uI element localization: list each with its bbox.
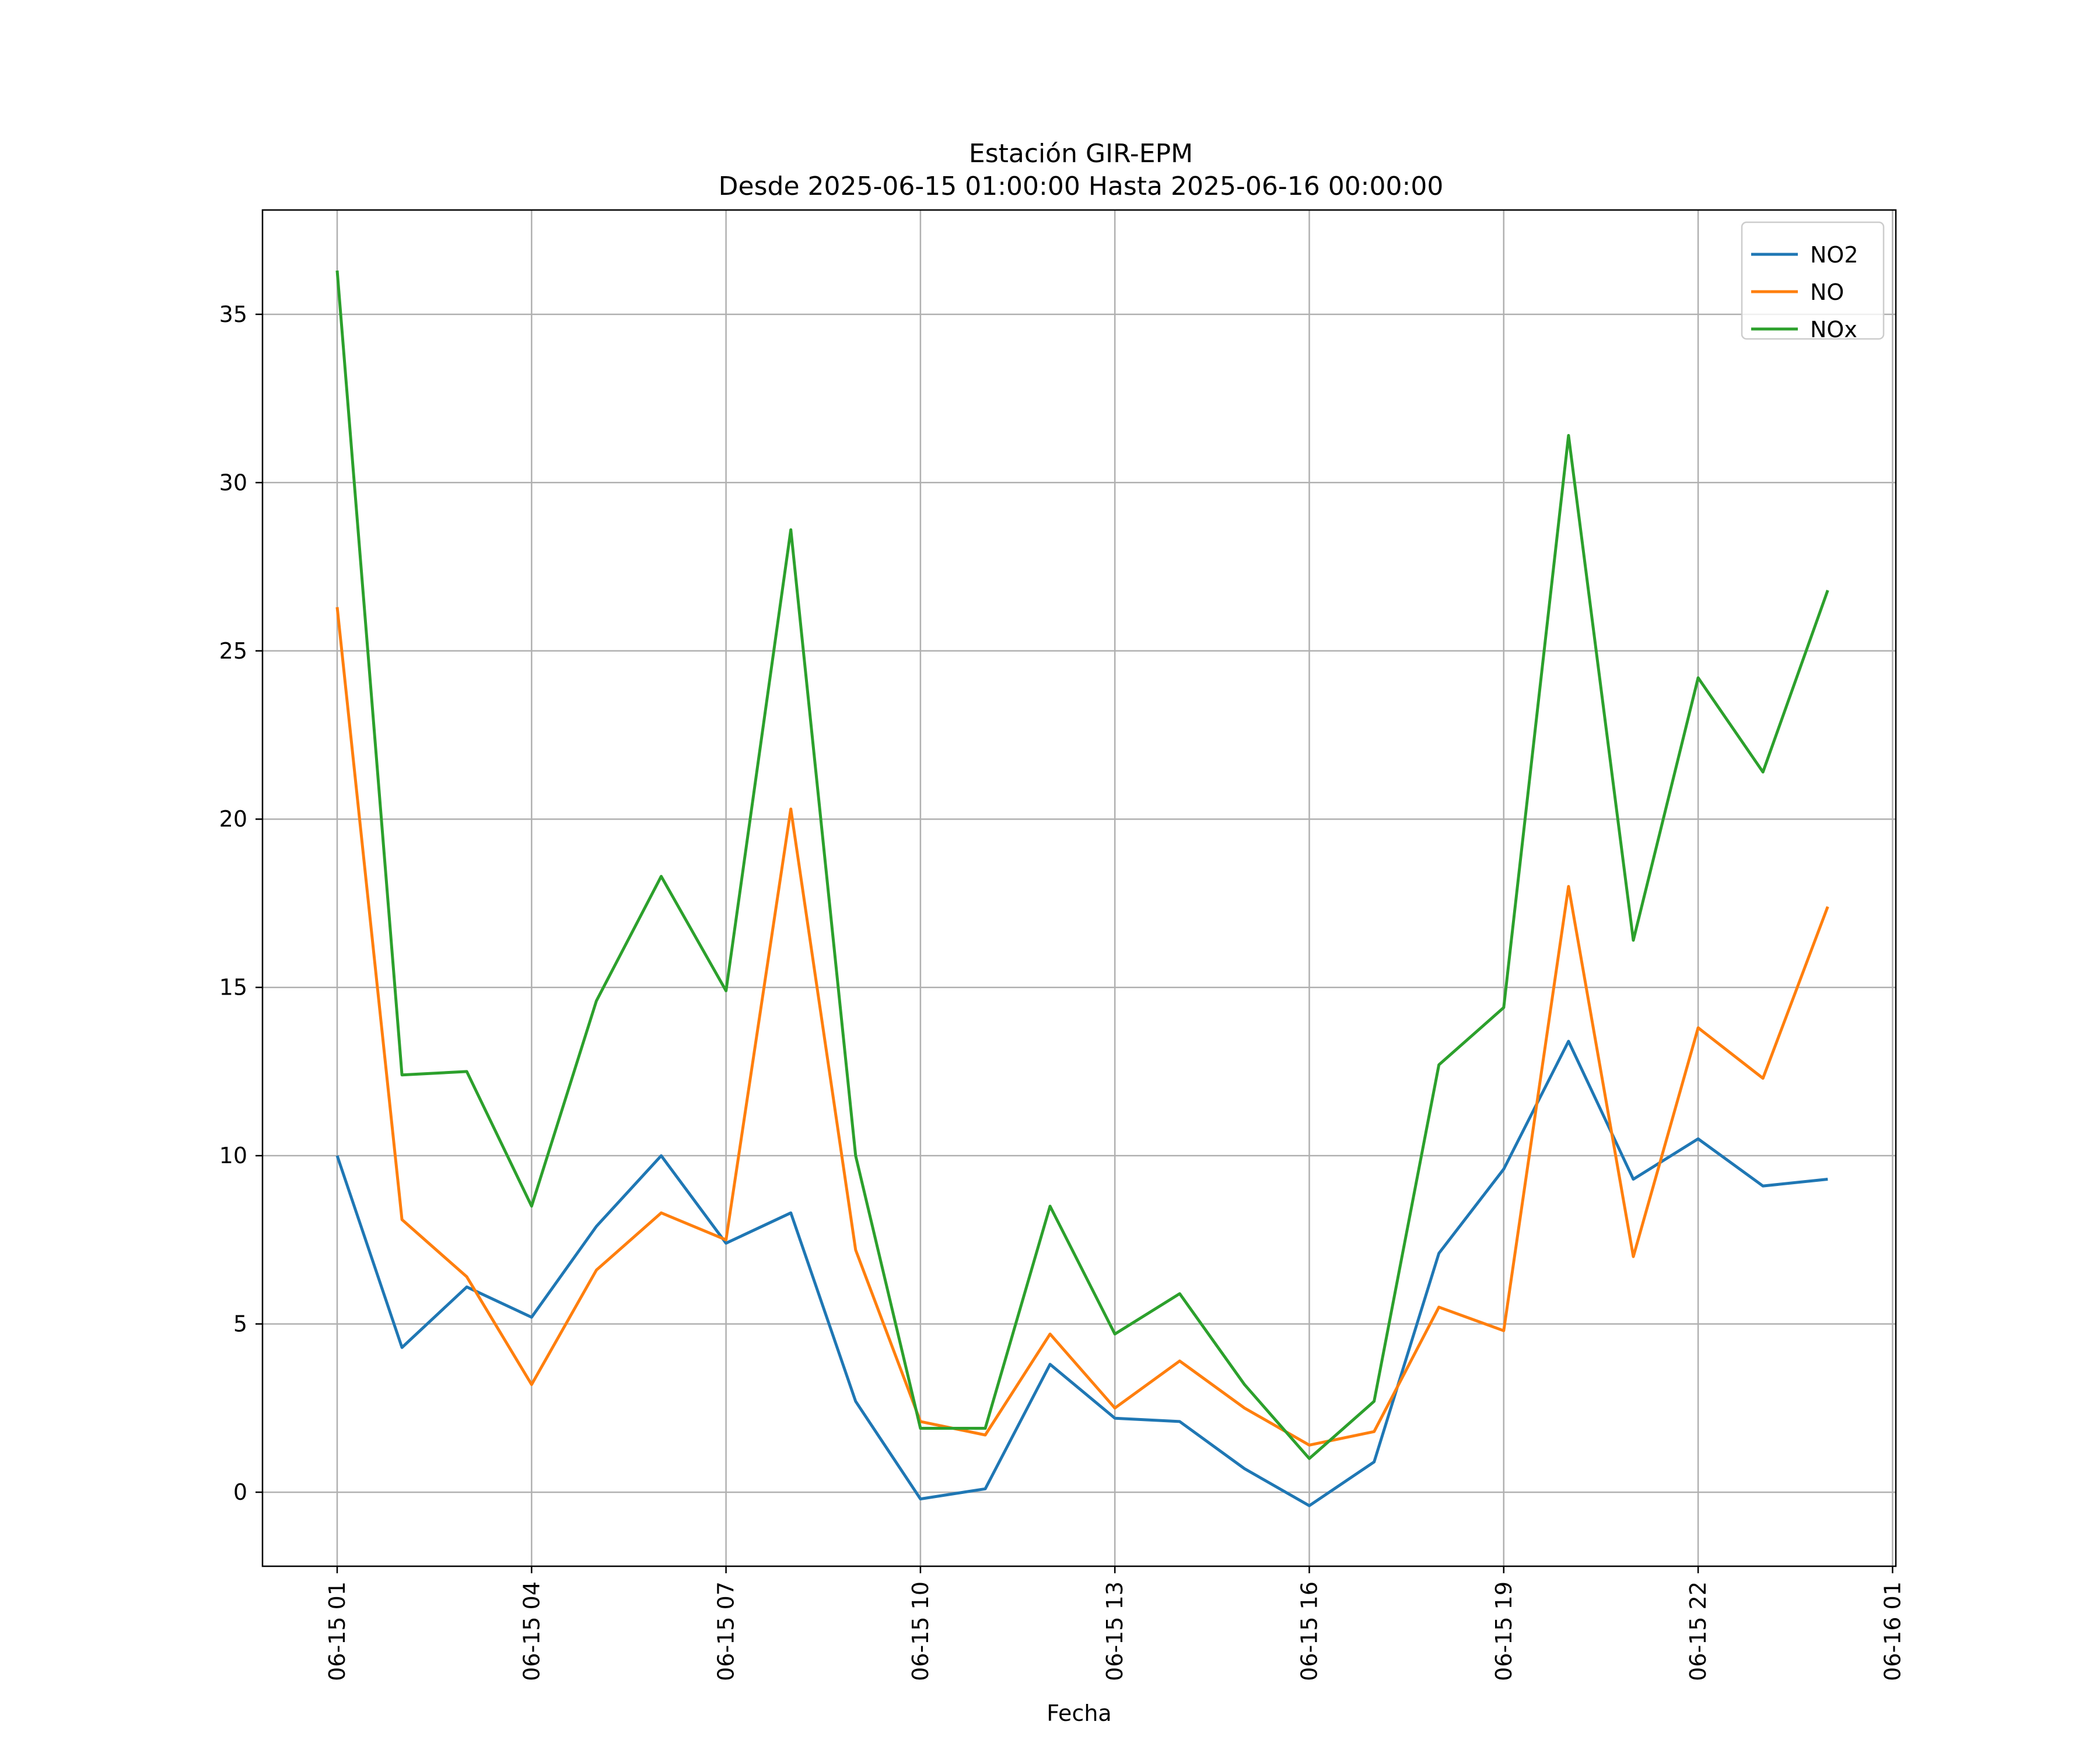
legend-label-no2: NO2	[1810, 242, 1859, 268]
x-tick-label: 06-15 22	[1685, 1581, 1711, 1681]
y-tick-label: 30	[219, 470, 247, 495]
legend-box	[1741, 221, 1885, 340]
x-tick-label: 06-15 16	[1297, 1581, 1322, 1681]
x-tick-label: 06-15 19	[1491, 1581, 1517, 1681]
chart-title-line2: Desde 2025-06-15 01:00:00 Hasta 2025-06-…	[719, 172, 1444, 201]
x-tick-label: 06-15 10	[908, 1581, 933, 1681]
x-tick-label: 06-15 01	[324, 1581, 350, 1681]
y-tick-label: 0	[233, 1479, 247, 1505]
x-tick-label: 06-15 13	[1102, 1581, 1128, 1681]
chart-title-line1: Estación GIR-EPM	[969, 139, 1193, 169]
x-axis-ticks: 06-15 01 06-15 04 06-15 07 06-15 10 06-15 13…	[324, 1566, 1905, 1681]
legend-label-no: NO	[1810, 279, 1844, 305]
x-axis-label: Fecha	[1046, 1700, 1111, 1726]
y-tick-label: 20	[219, 806, 247, 832]
y-tick-label: 25	[219, 638, 247, 664]
y-tick-label: 5	[233, 1311, 247, 1337]
series-line-no2	[335, 1040, 1828, 1507]
series-line-no	[335, 607, 1829, 1447]
series-line-nox	[335, 270, 1829, 1460]
legend-label-nox: NOx	[1810, 317, 1857, 342]
legend: NO2 NO NOx	[1741, 221, 1885, 342]
y-tick-label: 35	[219, 302, 247, 327]
grid	[262, 210, 1896, 1566]
y-tick-label: 15	[219, 975, 247, 1000]
x-tick-label: 06-15 07	[713, 1581, 739, 1681]
x-tick-label: 06-15 04	[519, 1581, 544, 1681]
y-tick-label: 10	[219, 1143, 247, 1168]
y-axis-ticks: 0 5 10 15 20 25 30 35	[219, 302, 262, 1505]
plot-frame	[261, 209, 1897, 1567]
x-tick-label: 06-16 01	[1880, 1581, 1905, 1681]
series-lines	[335, 270, 1829, 1507]
